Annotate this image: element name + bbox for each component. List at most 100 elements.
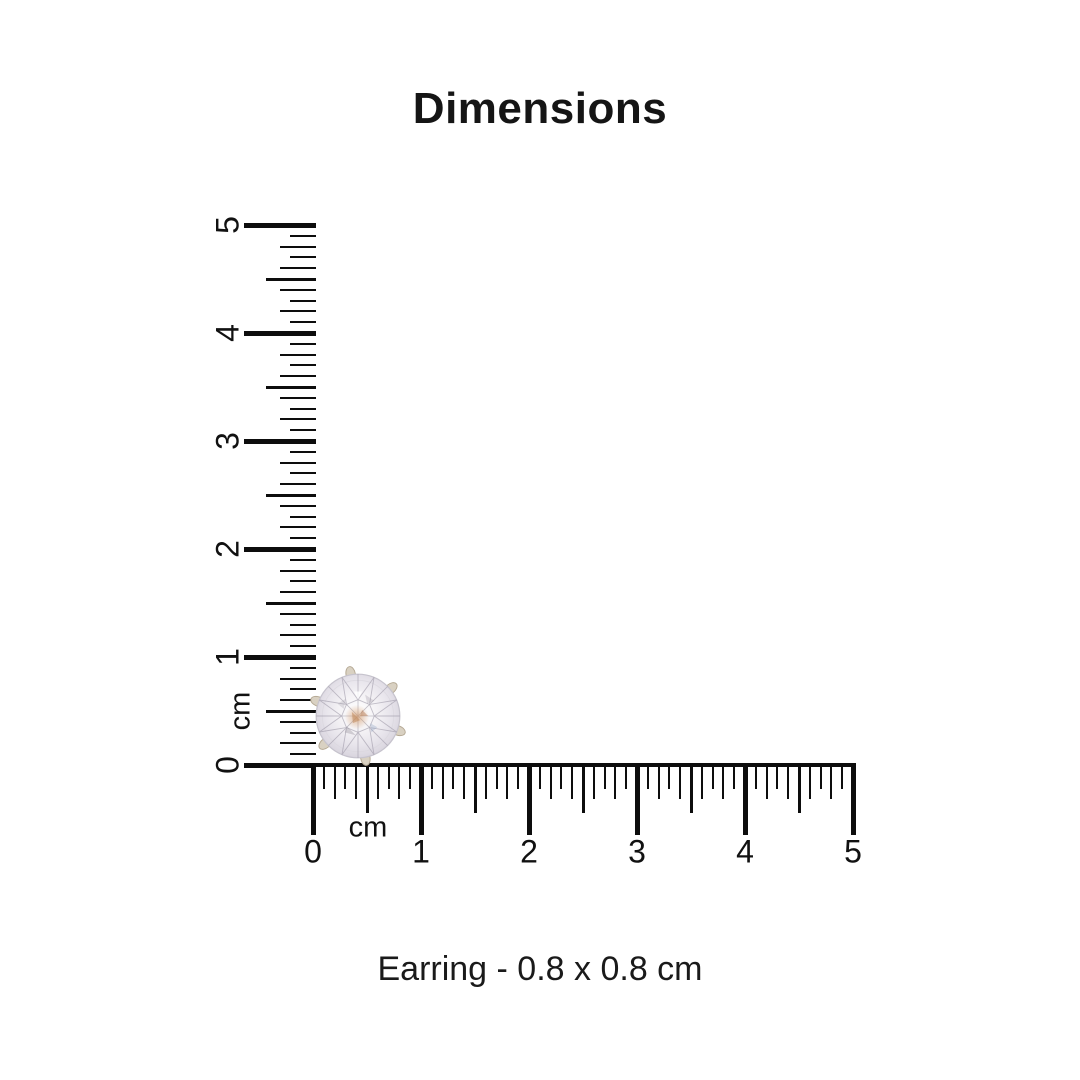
vertical-ruler-tick-4.8cm <box>280 245 316 248</box>
horizontal-ruler-tick-4.0cm <box>742 763 748 835</box>
horizontal-ruler-tick-2.9cm <box>625 763 628 789</box>
horizontal-ruler-tick-2.1cm <box>538 763 541 789</box>
vertical-ruler-tick-2.8cm <box>280 461 316 464</box>
horizontal-ruler-tick-3.6cm <box>700 763 703 799</box>
horizontal-ruler-tick-3.8cm <box>722 763 725 799</box>
vertical-ruler-tick-1.1cm <box>290 645 316 648</box>
vertical-ruler-tick-3.6cm <box>280 375 316 378</box>
vertical-ruler-tick-0.8cm <box>280 677 316 680</box>
horizontal-ruler-tick-0.2cm <box>333 763 336 799</box>
horizontal-ruler-tick-4.5cm <box>797 763 801 813</box>
page-title: Dimensions <box>412 84 668 133</box>
horizontal-ruler-unit-label: cm <box>348 811 388 844</box>
vertical-ruler-tick-0.2cm <box>280 742 316 745</box>
vertical-ruler-tick-2.7cm <box>290 472 316 475</box>
vertical-ruler-tick-3.9cm <box>290 342 316 345</box>
vertical-ruler-tick-1.7cm <box>290 580 316 583</box>
horizontal-ruler-tick-3.7cm <box>711 763 714 789</box>
vertical-ruler-tick-3.2cm <box>280 418 316 421</box>
vertical-ruler-tick-0.6cm <box>280 699 316 702</box>
earring-facets <box>316 674 400 758</box>
vertical-ruler-tick-2.2cm <box>280 526 316 529</box>
vertical-ruler-tick-3.5cm <box>266 385 316 389</box>
vertical-ruler-tick-0.1cm <box>290 753 316 756</box>
horizontal-ruler-tick-3.9cm <box>733 763 736 789</box>
vertical-ruler-tick-4.4cm <box>280 288 316 291</box>
horizontal-ruler-tick-1.3cm <box>452 763 455 789</box>
horizontal-ruler-tick-4.9cm <box>841 763 844 789</box>
vertical-ruler-tick-4.1cm <box>290 321 316 324</box>
vertical-ruler-tick-1.6cm <box>280 591 316 594</box>
horizontal-ruler-tick-2.3cm <box>560 763 563 789</box>
horizontal-ruler-tick-1.1cm <box>430 763 433 789</box>
vertical-ruler-tick-1.0cm <box>244 654 316 660</box>
horizontal-ruler-tick-3.5cm <box>689 763 693 813</box>
vertical-ruler-tick-1.5cm <box>266 601 316 605</box>
horizontal-ruler-tick-2.6cm <box>592 763 595 799</box>
vertical-ruler-tick-0.5cm <box>266 709 316 713</box>
horizontal-ruler-tick-2.2cm <box>549 763 552 799</box>
vertical-ruler-tick-4.7cm <box>290 256 316 259</box>
vertical-ruler-tick-4.2cm <box>280 310 316 313</box>
vertical-ruler-tick-4.0cm <box>244 330 316 336</box>
horizontal-ruler-tick-3.1cm <box>646 763 649 789</box>
vertical-ruler-tick-3.8cm <box>280 353 316 356</box>
vertical-ruler-tick-2.0cm <box>244 546 316 552</box>
horizontal-ruler-tick-1.7cm <box>495 763 498 789</box>
horizontal-ruler-tick-4.2cm <box>765 763 768 799</box>
horizontal-ruler-tick-5.0cm <box>850 763 856 835</box>
horizontal-ruler-tick-4.6cm <box>808 763 811 799</box>
vertical-ruler-tick-4.3cm <box>290 299 316 302</box>
horizontal-ruler-tick-4.7cm <box>819 763 822 789</box>
horizontal-ruler-tick-2.0cm <box>526 763 532 835</box>
horizontal-ruler-tick-1.6cm <box>484 763 487 799</box>
horizontal-ruler-label-3: 3 <box>628 833 646 870</box>
vertical-ruler-tick-2.5cm <box>266 493 316 497</box>
earring-image <box>310 666 406 766</box>
vertical-ruler-tick-2.3cm <box>290 515 316 518</box>
vertical-ruler-tick-3.4cm <box>280 396 316 399</box>
vertical-ruler-tick-0.4cm <box>280 720 316 723</box>
horizontal-ruler-label-4: 4 <box>736 833 754 870</box>
horizontal-ruler-tick-0.5cm <box>365 763 369 813</box>
horizontal-ruler-tick-1.5cm <box>473 763 477 813</box>
earring-glints <box>337 691 378 736</box>
horizontal-ruler-label-1: 1 <box>412 833 430 870</box>
horizontal-ruler-tick-3.3cm <box>668 763 671 789</box>
vertical-ruler-tick-3.3cm <box>290 407 316 410</box>
horizontal-ruler-label-2: 2 <box>520 833 538 870</box>
vertical-ruler-tick-1.4cm <box>280 612 316 615</box>
horizontal-ruler-tick-3.4cm <box>679 763 682 799</box>
vertical-ruler-tick-1.9cm <box>290 558 316 561</box>
horizontal-ruler-tick-2.8cm <box>614 763 617 799</box>
vertical-ruler-tick-3.1cm <box>290 429 316 432</box>
horizontal-ruler-tick-2.7cm <box>603 763 606 789</box>
horizontal-ruler-tick-1.2cm <box>441 763 444 799</box>
vertical-ruler-tick-3.0cm <box>244 438 316 444</box>
vertical-ruler-tick-2.4cm <box>280 504 316 507</box>
vertical-ruler-tick-1.3cm <box>290 623 316 626</box>
caption: Earring - 0.8 x 0.8 cm <box>377 950 703 988</box>
horizontal-ruler-tick-3.0cm <box>634 763 640 835</box>
vertical-ruler-tick-4.5cm <box>266 277 316 281</box>
vertical-ruler-tick-1.8cm <box>280 569 316 572</box>
horizontal-ruler-tick-0.6cm <box>376 763 379 799</box>
vertical-ruler-tick-1.2cm <box>280 634 316 637</box>
horizontal-ruler-tick-4.8cm <box>830 763 833 799</box>
vertical-ruler-tick-0.0cm <box>244 762 316 768</box>
horizontal-ruler-tick-0.7cm <box>387 763 390 789</box>
horizontal-ruler-tick-0.1cm <box>322 763 325 789</box>
horizontal-ruler-tick-0.4cm <box>355 763 358 799</box>
vertical-ruler-tick-0.7cm <box>290 688 316 691</box>
vertical-ruler-tick-2.6cm <box>280 483 316 486</box>
horizontal-ruler-tick-1.8cm <box>506 763 509 799</box>
horizontal-ruler-label-5: 5 <box>844 833 862 870</box>
horizontal-ruler-tick-1.9cm <box>517 763 520 789</box>
vertical-ruler-tick-4.9cm <box>290 234 316 237</box>
vertical-ruler-tick-0.3cm <box>290 731 316 734</box>
horizontal-ruler-tick-2.4cm <box>571 763 574 799</box>
horizontal-ruler-tick-0.8cm <box>398 763 401 799</box>
